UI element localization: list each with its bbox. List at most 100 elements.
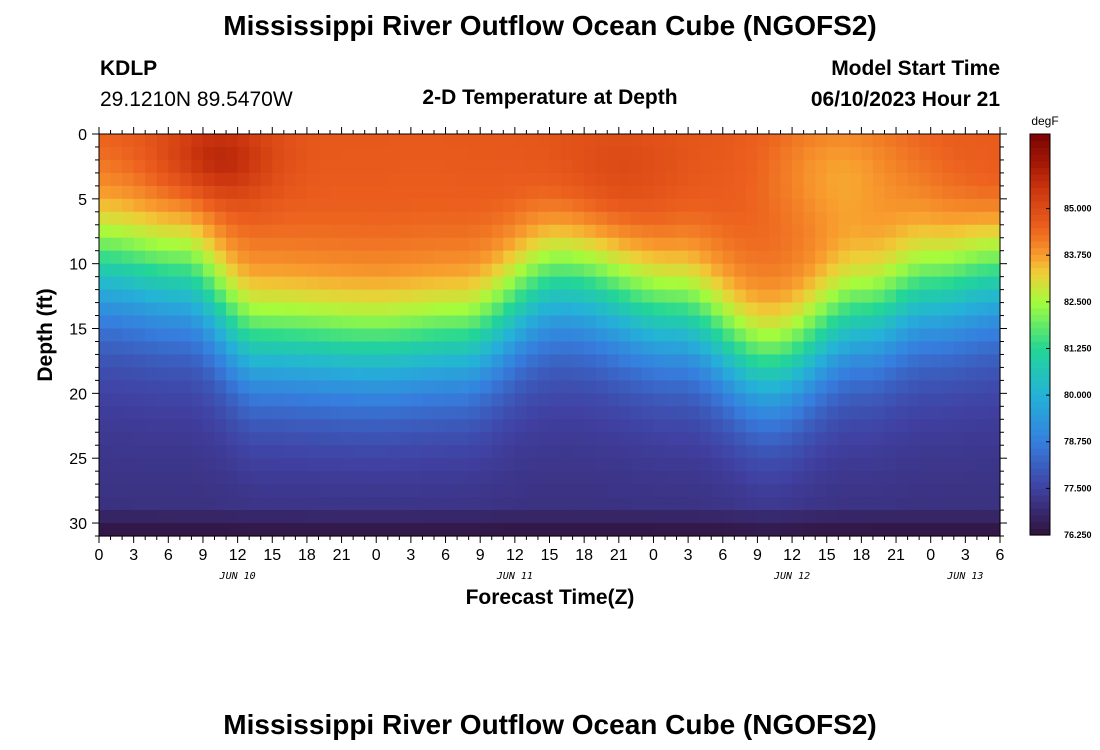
- heatmap-cell: [537, 146, 551, 161]
- heatmap-cell: [607, 510, 620, 524]
- heatmap-cell: [433, 354, 447, 369]
- heatmap-cell: [757, 458, 770, 472]
- heatmap-cell: [861, 341, 874, 356]
- heatmap-cell: [826, 302, 839, 317]
- heatmap-cell: [676, 380, 689, 394]
- heatmap-cell: [399, 458, 412, 472]
- heatmap-cell: [641, 406, 655, 420]
- heatmap-cell: [214, 432, 227, 446]
- heatmap-cell: [480, 134, 493, 148]
- heatmap-cell: [641, 289, 655, 304]
- heatmap-cell: [872, 471, 886, 485]
- heatmap-cell: [572, 393, 585, 407]
- heatmap-cell: [376, 497, 389, 511]
- heatmap-cell: [768, 354, 782, 369]
- heatmap-cell: [722, 445, 735, 459]
- heatmap-cell: [237, 315, 250, 330]
- colorbar-segment: [1030, 354, 1050, 362]
- heatmap-cell: [607, 172, 620, 187]
- heatmap-cell: [399, 471, 412, 485]
- heatmap-cell: [410, 354, 424, 369]
- heatmap-cell: [988, 419, 1001, 433]
- heatmap-cell: [99, 315, 112, 330]
- heatmap-cell: [595, 354, 608, 369]
- heatmap-cell: [745, 211, 759, 226]
- heatmap-cell: [179, 419, 193, 433]
- heatmap-cell: [653, 134, 666, 148]
- heatmap-cell: [896, 523, 909, 537]
- y-tick-label: 15: [69, 322, 87, 339]
- heatmap-cell: [988, 146, 1001, 161]
- model-start-value: 06/10/2023 Hour 21: [811, 88, 1000, 111]
- heatmap-cell: [595, 484, 608, 498]
- heatmap-cell: [410, 510, 424, 524]
- heatmap-cell: [480, 432, 493, 446]
- heatmap-cell: [318, 302, 331, 317]
- heatmap-cell: [815, 224, 828, 239]
- heatmap-cell: [861, 380, 874, 394]
- heatmap-cell: [480, 445, 493, 459]
- heatmap-cell: [156, 211, 169, 226]
- heatmap-cell: [607, 302, 620, 317]
- heatmap-cell: [549, 471, 562, 485]
- heatmap-cell: [306, 224, 320, 239]
- heatmap-cell: [792, 419, 805, 433]
- heatmap-cell: [179, 328, 193, 343]
- heatmap-cell: [99, 484, 112, 498]
- heatmap-cell: [99, 510, 112, 524]
- heatmap-cell: [572, 458, 585, 472]
- heatmap-cell: [930, 523, 943, 537]
- colorbar-segment: [1030, 528, 1050, 536]
- heatmap-cell: [318, 289, 331, 304]
- colorbar-segment: [1030, 421, 1050, 429]
- heatmap-cell: [976, 523, 990, 537]
- heatmap-cell: [133, 263, 146, 278]
- heatmap-cell: [665, 484, 678, 498]
- heatmap-cell: [226, 432, 239, 446]
- heatmap-cell: [249, 458, 262, 472]
- heatmap-cell: [803, 406, 816, 420]
- heatmap-cell: [792, 406, 805, 420]
- heatmap-cell: [191, 302, 204, 317]
- heatmap-cell: [815, 159, 828, 174]
- heatmap-cell: [780, 302, 793, 317]
- heatmap-cell: [884, 289, 897, 304]
- heatmap-cell: [503, 315, 516, 330]
- heatmap-cell: [976, 393, 990, 407]
- heatmap-cell: [815, 510, 828, 524]
- heatmap-cell: [549, 328, 562, 343]
- heatmap-cell: [526, 146, 539, 161]
- heatmap-cell: [399, 380, 412, 394]
- heatmap-cell: [156, 237, 169, 252]
- heatmap-cell: [711, 497, 724, 511]
- heatmap-cell: [699, 523, 712, 537]
- heatmap-cell: [734, 146, 747, 161]
- heatmap-cell: [445, 263, 458, 278]
- date-label: JUN 12: [773, 571, 810, 582]
- heatmap-cell: [641, 237, 655, 252]
- heatmap-cell: [122, 134, 135, 148]
- heatmap-cell: [399, 224, 412, 239]
- heatmap-cell: [734, 198, 747, 213]
- heatmap-cell: [838, 224, 851, 239]
- heatmap-cell: [133, 354, 146, 369]
- heatmap-cell: [168, 523, 181, 537]
- heatmap-cell: [214, 224, 227, 239]
- heatmap-cell: [283, 380, 296, 394]
- heatmap-cell: [156, 328, 169, 343]
- heatmap-cell: [295, 172, 308, 187]
- heatmap-cell: [595, 302, 608, 317]
- x-tick-label: 15: [818, 547, 836, 564]
- heatmap-cell: [815, 419, 828, 433]
- heatmap-cell: [849, 134, 862, 148]
- heatmap-cell: [514, 146, 527, 161]
- heatmap-cell: [364, 237, 377, 252]
- heatmap-cell: [399, 393, 412, 407]
- heatmap-cell: [491, 250, 504, 265]
- heatmap-cell: [410, 134, 424, 148]
- heatmap-cell: [792, 458, 805, 472]
- heatmap-cell: [872, 510, 886, 524]
- heatmap-cell: [711, 380, 724, 394]
- heatmap-cell: [688, 237, 701, 252]
- heatmap-cell: [376, 523, 389, 537]
